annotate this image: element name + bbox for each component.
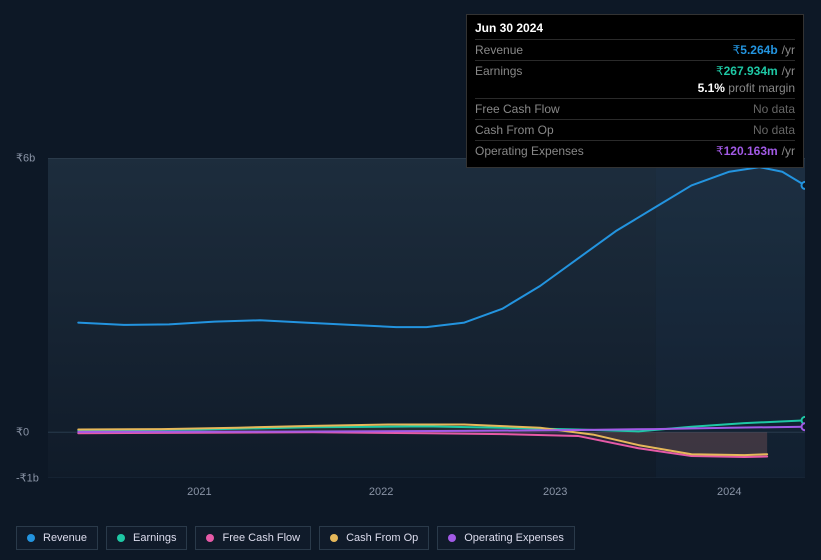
tooltip-row-label: Revenue — [475, 43, 523, 57]
tooltip-row: Earnings ₹267.934m/yr — [475, 60, 795, 81]
tooltip-row-label: Earnings — [475, 64, 522, 78]
tooltip-row-value: No data — [753, 102, 795, 116]
earnings-revenue-chart: ₹6b₹0-₹1b2021202220232024 — [16, 158, 805, 478]
tooltip-row-value: ₹5.264b/yr — [733, 43, 795, 57]
legend-swatch-icon — [330, 534, 338, 542]
tooltip-subline: 5.1% profit margin — [475, 81, 795, 98]
legend-swatch-icon — [448, 534, 456, 542]
x-axis-tick-label: 2021 — [187, 486, 211, 498]
tooltip-row-value: No data — [753, 123, 795, 137]
x-axis-tick-label: 2022 — [369, 486, 393, 498]
legend-item-cash-from-op[interactable]: Cash From Op — [319, 526, 429, 550]
tooltip-row: Revenue ₹5.264b/yr — [475, 39, 795, 60]
tooltip-row-value: ₹120.163m/yr — [716, 144, 795, 158]
legend-label: Revenue — [43, 532, 87, 544]
legend-label: Operating Expenses — [464, 532, 564, 544]
tooltip-row: Operating Expenses ₹120.163m/yr — [475, 140, 795, 161]
y-axis-tick-label: ₹0 — [16, 426, 29, 439]
legend-item-earnings[interactable]: Earnings — [106, 526, 187, 550]
legend-swatch-icon — [117, 534, 125, 542]
legend-label: Earnings — [133, 532, 176, 544]
legend-swatch-icon — [27, 534, 35, 542]
legend-item-free-cash-flow[interactable]: Free Cash Flow — [195, 526, 311, 550]
legend-item-operating-expenses[interactable]: Operating Expenses — [437, 526, 575, 550]
legend-label: Cash From Op — [346, 532, 418, 544]
tooltip-date: Jun 30 2024 — [475, 21, 795, 39]
tooltip-row: Free Cash Flow No data — [475, 98, 795, 119]
legend-label: Free Cash Flow — [222, 532, 300, 544]
chart-tooltip: Jun 30 2024 Revenue ₹5.264b/yr Earnings ₹26… — [466, 14, 804, 168]
x-axis-tick-label: 2023 — [543, 486, 567, 498]
tooltip-row-label: Free Cash Flow — [475, 102, 560, 116]
y-axis-tick-label: ₹6b — [16, 152, 35, 165]
x-axis-tick-label: 2024 — [717, 486, 741, 498]
y-axis-tick-label: -₹1b — [16, 472, 39, 485]
tooltip-row-value: ₹267.934m/yr — [716, 64, 795, 78]
tooltip-row: Cash From Op No data — [475, 119, 795, 140]
tooltip-row-label: Operating Expenses — [475, 144, 584, 158]
legend-item-revenue[interactable]: Revenue — [16, 526, 98, 550]
chart-legend: Revenue Earnings Free Cash Flow Cash From O… — [16, 526, 575, 550]
tooltip-row-label: Cash From Op — [475, 123, 554, 137]
legend-swatch-icon — [206, 534, 214, 542]
